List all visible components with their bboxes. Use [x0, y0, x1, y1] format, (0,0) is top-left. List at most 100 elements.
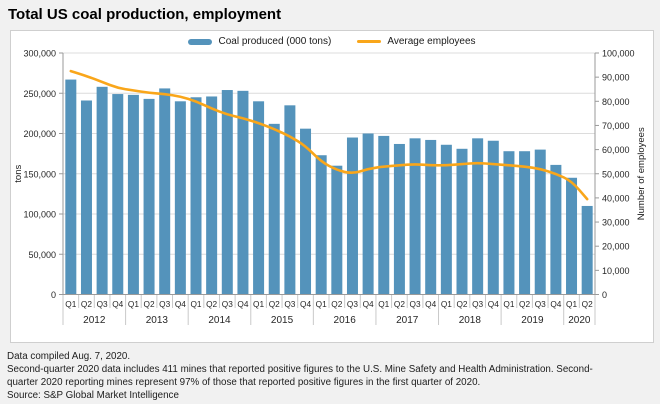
- legend-item-average-employees: Average employees: [357, 36, 476, 47]
- quarter-label: Q4: [300, 299, 311, 309]
- legend-label: Coal produced (000 tons): [218, 36, 332, 47]
- year-label: 2016: [334, 315, 357, 326]
- right-axis-tick-label: 90,000: [602, 73, 630, 83]
- coal-produced-bar: [80, 100, 92, 295]
- coal-produced-bar: [440, 144, 452, 295]
- coal-produced-bar: [472, 138, 484, 295]
- quarter-label: Q1: [190, 299, 201, 309]
- legend-item-coal-produced: Coal produced (000 tons): [188, 36, 331, 47]
- quarter-label: Q2: [269, 299, 280, 309]
- right-axis-tick-label: 20,000: [602, 242, 630, 252]
- coal-produced-bar: [112, 94, 124, 295]
- footer-notes: Data compiled Aug. 7, 2020. Second-quart…: [7, 351, 654, 403]
- coal-produced-bar: [425, 139, 437, 295]
- right-axis-tick-label: 100,000: [602, 49, 635, 59]
- combo-chart: 0 50,000 100,000 150,000 200,000 250,000 300,0…: [13, 49, 647, 327]
- chart-panel: Coal produced (000 tons) Average employe…: [10, 30, 654, 343]
- right-axis-tick-label: 70,000: [602, 121, 630, 131]
- right-axis-tick-label: 40,000: [602, 193, 630, 203]
- quarter-label: Q2: [394, 299, 405, 309]
- coal-produced-bar: [65, 79, 77, 295]
- quarter-label: Q3: [97, 299, 108, 309]
- page-title: Total US coal production, employment: [8, 6, 282, 23]
- line-swatch-icon: [357, 40, 382, 43]
- left-axis-tick-label: 0: [51, 290, 56, 300]
- coal-produced-bar: [487, 140, 499, 295]
- chart-legend: Coal produced (000 tons) Average employe…: [11, 36, 653, 47]
- quarter-label: Q2: [456, 299, 467, 309]
- coal-produced-bar: [534, 149, 546, 295]
- right-axis-tick-label: 10,000: [602, 266, 630, 276]
- year-label: 2014: [208, 315, 231, 326]
- legend-label: Average employees: [387, 36, 476, 47]
- left-axis-tick-label: 300,000: [23, 49, 56, 59]
- quarter-label: Q1: [441, 299, 452, 309]
- coal-produced-bar: [206, 96, 218, 295]
- coal-produced-bar: [300, 128, 312, 295]
- quarter-label: Q4: [175, 299, 186, 309]
- coal-produced-bar: [96, 86, 108, 295]
- footer-line: quarter 2020 reporting mines represent 9…: [7, 376, 481, 388]
- year-label: 2018: [459, 315, 482, 326]
- coal-produced-bar: [221, 90, 233, 295]
- coal-produced-bar: [315, 155, 327, 295]
- quarter-label: Q1: [316, 299, 327, 309]
- coal-produced-bar: [456, 148, 468, 295]
- right-axis-tick-label: 50,000: [602, 169, 630, 179]
- quarter-label: Q3: [159, 299, 170, 309]
- coal-produced-bar: [253, 101, 265, 295]
- year-label: 2013: [146, 315, 169, 326]
- quarter-label: Q1: [128, 299, 139, 309]
- coal-produced-bar: [127, 94, 139, 295]
- quarter-label: Q3: [472, 299, 483, 309]
- coal-produced-bar: [237, 90, 249, 295]
- right-axis-title: Number of employees: [636, 127, 647, 220]
- quarter-label: Q4: [488, 299, 499, 309]
- coal-produced-bar: [190, 97, 202, 295]
- year-label: 2019: [521, 315, 544, 326]
- year-label: 2020: [568, 315, 591, 326]
- quarter-label: Q3: [410, 299, 421, 309]
- coal-produced-bar: [143, 98, 155, 295]
- quarter-label: Q2: [519, 299, 530, 309]
- bar-swatch-icon: [188, 38, 213, 45]
- quarter-label: Q3: [222, 299, 233, 309]
- left-axis-tick-label: 50,000: [28, 250, 56, 260]
- right-axis-tick-label: 80,000: [602, 97, 630, 107]
- year-label: 2017: [396, 315, 419, 326]
- quarter-label: Q2: [81, 299, 92, 309]
- left-axis-tick-label: 250,000: [23, 89, 56, 99]
- coal-produced-bar: [331, 165, 343, 295]
- quarter-label: Q4: [550, 299, 561, 309]
- coal-produced-bar: [550, 164, 562, 295]
- quarter-label: Q3: [535, 299, 546, 309]
- quarter-label: Q1: [566, 299, 577, 309]
- quarter-label: Q4: [363, 299, 374, 309]
- coal-produced-bar: [581, 205, 593, 295]
- quarter-label: Q1: [65, 299, 76, 309]
- quarter-label: Q4: [237, 299, 248, 309]
- coal-produced-bar: [362, 133, 374, 295]
- quarter-label: Q2: [206, 299, 217, 309]
- coal-produced-bar: [519, 151, 531, 295]
- quarter-label: Q1: [503, 299, 514, 309]
- quarter-label: Q1: [378, 299, 389, 309]
- right-axis-tick-label: 30,000: [602, 218, 630, 228]
- coal-produced-bar: [503, 151, 515, 295]
- right-axis-tick-label: 0: [602, 290, 607, 300]
- year-label: 2015: [271, 315, 294, 326]
- coal-produced-bar: [393, 143, 405, 295]
- left-axis-tick-label: 100,000: [23, 210, 56, 220]
- quarter-label: Q2: [582, 299, 593, 309]
- footer-line: Source: S&P Global Market Intelligence: [7, 389, 179, 401]
- average-employees-line: [69, 69, 589, 201]
- coal-produced-bar: [409, 138, 421, 295]
- right-axis-tick-label: 60,000: [602, 145, 630, 155]
- coal-produced-bar: [346, 137, 358, 295]
- coal-produced-bar: [174, 101, 186, 295]
- quarter-label: Q2: [144, 299, 155, 309]
- footer-line: Second-quarter 2020 data includes 411 mi…: [7, 363, 593, 375]
- coal-produced-bar: [284, 105, 296, 295]
- quarter-label: Q3: [284, 299, 295, 309]
- coal-produced-bar: [268, 123, 280, 295]
